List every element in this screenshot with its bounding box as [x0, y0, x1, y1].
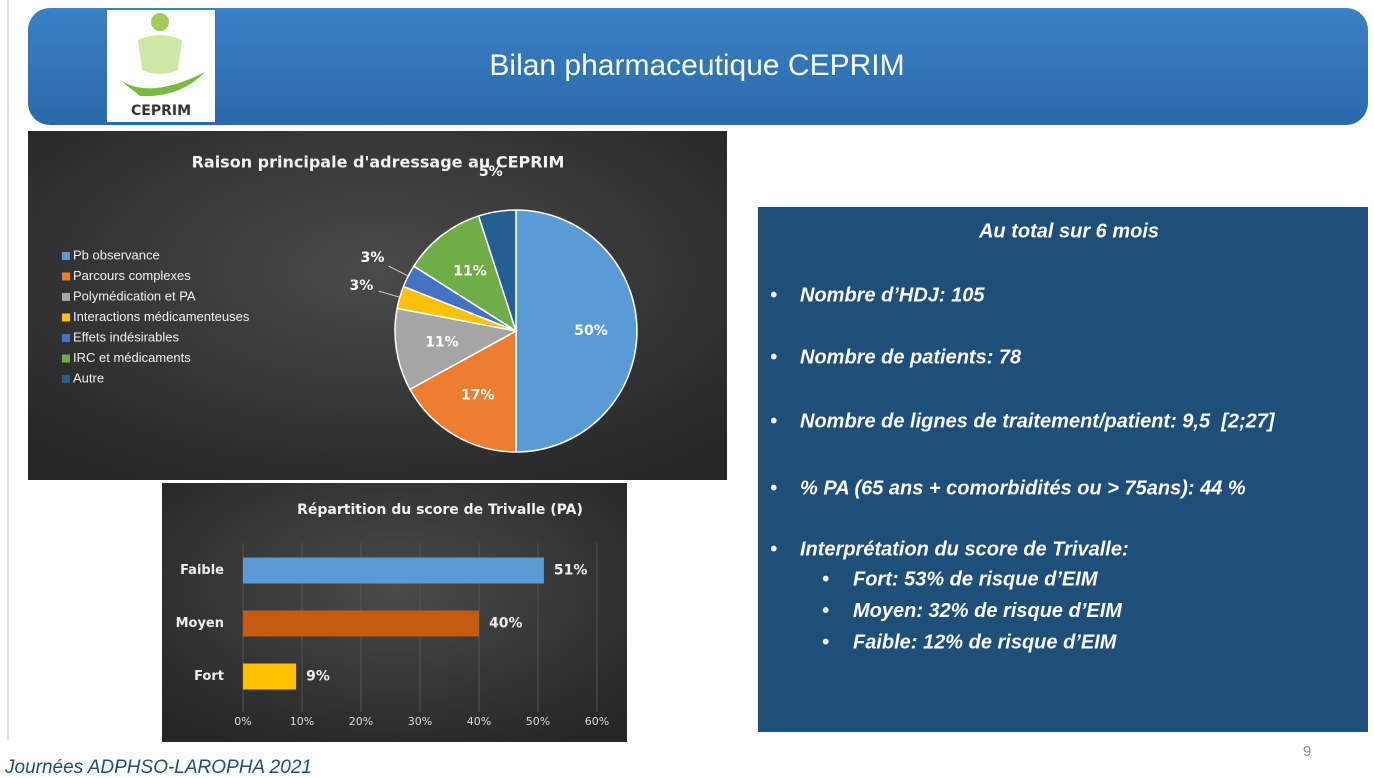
legend-label: Effets indésirables	[73, 329, 179, 344]
legend-swatch	[62, 334, 70, 342]
summary-item: Nombre de lignes de traitement/patient: …	[800, 410, 1276, 432]
summary-box	[758, 207, 1368, 732]
summary-subitem: Faible: 12% de risque d’EIM	[853, 631, 1118, 653]
data-label: 40%	[489, 616, 523, 632]
bar	[243, 610, 479, 637]
legend-label: IRC et médicaments	[73, 350, 191, 365]
bar	[243, 557, 544, 584]
legend-label: Parcours complexes	[73, 268, 191, 283]
pie-slice	[412, 214, 518, 333]
y-tick-label: Moyen	[176, 616, 224, 631]
legend-swatch	[62, 313, 70, 322]
summary-title: Au total sur 6 mois	[978, 220, 1159, 242]
x-tick-label: 60%	[585, 715, 609, 728]
pie-slice	[515, 209, 638, 453]
bullet: •	[822, 631, 829, 653]
bullet: •	[770, 477, 777, 499]
legend-swatch	[62, 272, 70, 281]
logo: CEPRIM	[107, 10, 215, 122]
footer-text: Journées ADPHSO-LAROPHA 2021	[4, 757, 312, 778]
bar-title: Répartition du score de Trivalle (PA)	[297, 502, 583, 518]
x-tick-label: 50%	[526, 715, 550, 728]
summary-subitem: Fort: 53% de risque d’EIM	[853, 568, 1099, 590]
summary-subitem: Moyen: 32% de risque d’EIM	[853, 600, 1123, 622]
logo-body	[138, 35, 182, 74]
legend-label: Interactions médicamenteuses	[73, 309, 250, 324]
bullet: •	[770, 538, 777, 560]
summary-item: Interprétation du score de Trivalle:	[800, 538, 1129, 560]
pie-title: Raison principale d'adressage au CEPRIM	[192, 153, 565, 172]
data-label: 5%	[479, 164, 503, 180]
bar	[243, 663, 297, 690]
bullet: •	[822, 600, 829, 622]
logo-text: CEPRIM	[131, 103, 191, 119]
logo-head	[151, 13, 169, 31]
pie-slice	[394, 307, 519, 391]
data-label: 11%	[425, 335, 459, 351]
summary-item: Nombre d’HDJ: 105	[800, 284, 985, 306]
data-label: 11%	[453, 264, 487, 280]
data-label: 3%	[361, 250, 385, 266]
legend-swatch	[62, 375, 70, 383]
legend-label: Polymédication et PA	[73, 288, 196, 303]
x-tick-label: 30%	[408, 715, 432, 728]
bullet: •	[822, 568, 829, 590]
bullet: •	[770, 284, 777, 306]
data-label: 50%	[574, 323, 608, 339]
x-tick-label: 40%	[467, 715, 491, 728]
page-number: 9	[1303, 743, 1311, 760]
leader-line	[378, 290, 400, 298]
data-label: 51%	[554, 563, 588, 579]
data-label: 9%	[306, 669, 330, 685]
data-label: 17%	[461, 388, 495, 404]
leader-line	[388, 265, 409, 277]
x-tick-label: 20%	[349, 715, 373, 728]
header-bar	[28, 8, 1368, 125]
summary-item: % PA (65 ans + comorbidités ou > 75ans):…	[800, 477, 1246, 499]
y-tick-label: Faible	[180, 563, 224, 578]
y-tick-label: Fort	[194, 669, 224, 684]
logo-hand	[120, 72, 205, 97]
legend-swatch	[62, 354, 70, 363]
x-tick-label: 10%	[290, 715, 314, 728]
legend-label: Pb observance	[73, 247, 160, 262]
pie-slice	[477, 209, 517, 332]
slide-title: Bilan pharmaceutique CEPRIM	[489, 49, 904, 82]
bullet: •	[770, 346, 777, 368]
pie-slice	[408, 329, 517, 453]
bullet: •	[770, 410, 777, 432]
x-tick-label: 0%	[234, 715, 251, 728]
summary-item: Nombre de patients: 78	[800, 346, 1022, 368]
legend-swatch	[62, 252, 70, 260]
legend-label: Autre	[73, 370, 104, 385]
legend-swatch	[62, 293, 70, 301]
data-label: 3%	[350, 278, 374, 294]
